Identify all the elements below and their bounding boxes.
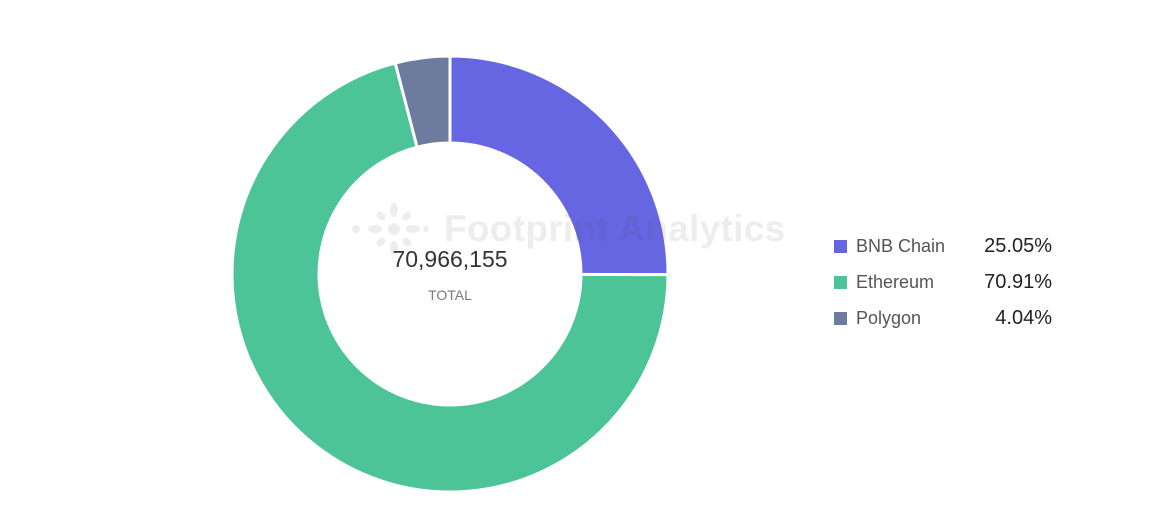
legend-item-bnb-chain[interactable]: BNB Chain 25.05% <box>834 228 1056 264</box>
legend: BNB Chain 25.05% Ethereum 70.91% Polygon… <box>834 228 1056 336</box>
legend-item-ethereum[interactable]: Ethereum 70.91% <box>834 264 1056 300</box>
legend-swatch-ethereum <box>834 275 847 289</box>
legend-swatch-polygon <box>834 311 847 325</box>
legend-percent-ethereum: 70.91% <box>984 270 1052 293</box>
slice-ethereum[interactable] <box>230 61 670 494</box>
slice-polygon[interactable] <box>393 54 452 150</box>
legend-label-ethereum: Ethereum <box>856 271 935 292</box>
total-value: 70,966,155 <box>392 246 508 272</box>
legend-percent-polygon: 4.04% <box>995 306 1052 329</box>
slice-bnb-chain[interactable] <box>448 54 670 277</box>
total-label: TOTAL <box>428 287 472 303</box>
donut-slices <box>230 54 670 494</box>
legend-swatch-bnb-chain <box>834 239 847 253</box>
legend-percent-bnb-chain: 25.05% <box>984 234 1052 257</box>
legend-label-bnb-chain: BNB Chain <box>856 235 946 256</box>
legend-label-polygon: Polygon <box>856 307 922 328</box>
legend-item-polygon[interactable]: Polygon 4.04% <box>834 300 1056 336</box>
